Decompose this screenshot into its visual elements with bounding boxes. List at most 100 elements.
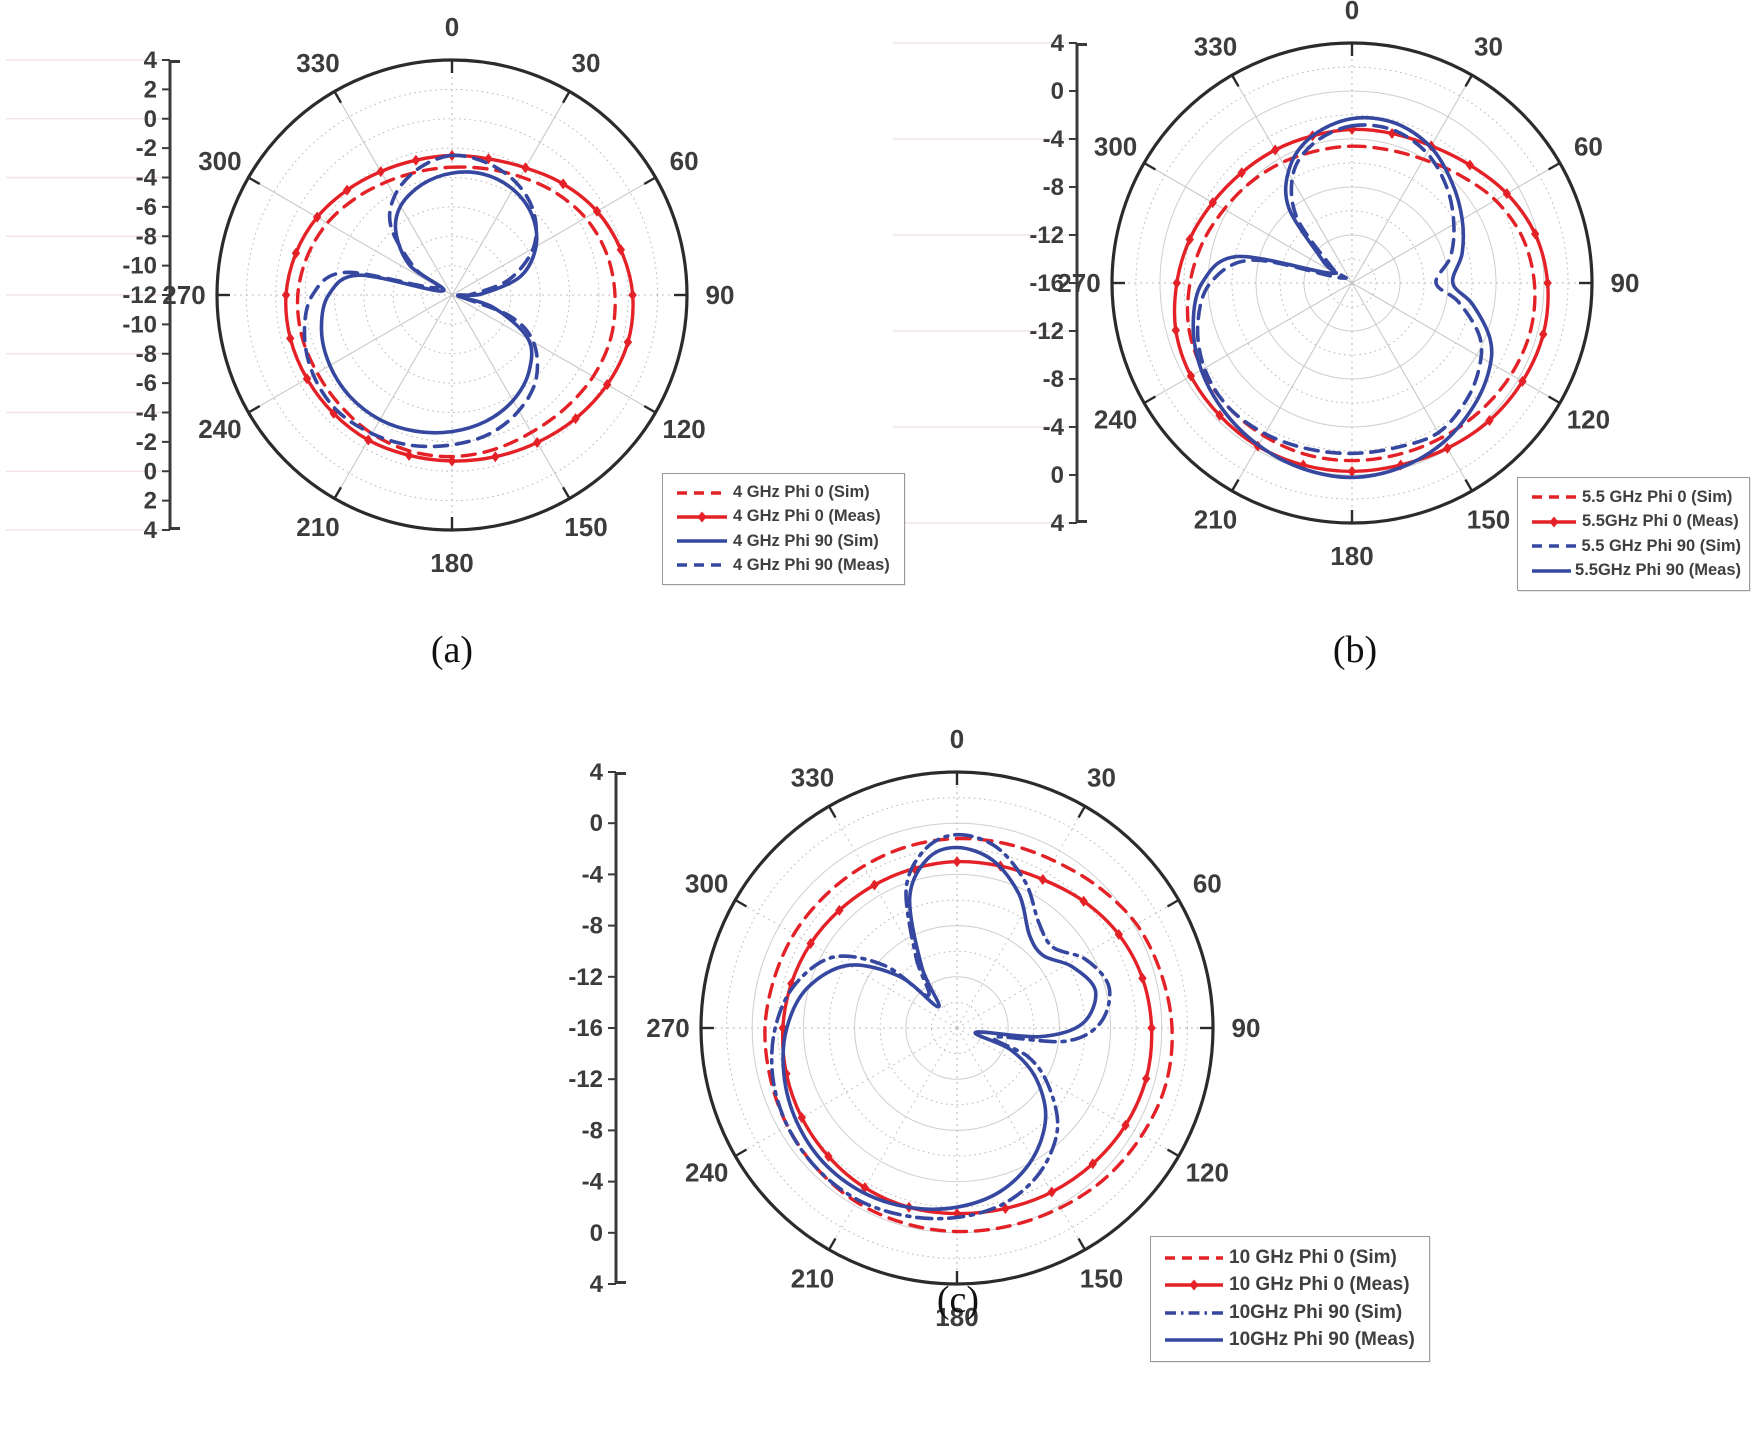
- diamond-marker: [1502, 188, 1512, 200]
- radial-axis-label: 0: [144, 106, 157, 133]
- angle-tick: [1143, 161, 1157, 171]
- angle-label: 240: [198, 414, 241, 444]
- legend-entry-label: 5.5GHz Phi 90 (Meas): [1575, 561, 1741, 580]
- radial-axis-label: -2: [136, 135, 157, 162]
- radial-axis-label: -12: [1029, 318, 1064, 345]
- radial-axis-label: 4: [144, 47, 158, 74]
- diamond-marker: [404, 449, 414, 461]
- grid-spoke: [1351, 74, 1473, 284]
- polar-plot-c: 0 30 60 90 120 150 180 210 240 270 300 330 4 0 -4 -8 -12…: [568, 724, 1260, 1332]
- diamond-marker: [302, 373, 312, 385]
- radial-axis-label: 0: [590, 1220, 603, 1247]
- angle-label: 300: [1094, 132, 1137, 162]
- angle-label: 90: [1232, 1013, 1261, 1043]
- diamond-marker: [1038, 873, 1047, 885]
- angle-tick: [247, 404, 261, 414]
- diamond-marker: [411, 154, 421, 166]
- legend-entry-label: 4 GHz Phi 0 (Meas): [733, 507, 881, 526]
- radial-axis-label: -8: [1043, 174, 1064, 201]
- angle-label: 270: [646, 1013, 689, 1043]
- legend-plot-c: 10 GHz Phi 0 (Sim) 10 GHz Phi 0 (Meas) 10G…: [1150, 1236, 1430, 1362]
- legend-sample-dashed-line: [677, 490, 727, 495]
- diamond-marker: [835, 904, 844, 916]
- radial-axis-label: -10: [122, 253, 157, 280]
- angle-label: 300: [685, 869, 728, 899]
- radial-axis-label: 4: [144, 517, 158, 544]
- angle-tick: [247, 176, 261, 186]
- diamond-marker: [376, 166, 385, 178]
- diamond-marker: [797, 1112, 807, 1124]
- angle-tick: [1230, 74, 1240, 88]
- diamond-marker: [623, 336, 633, 348]
- diamond-marker: [1171, 324, 1181, 336]
- legend-sample-solid-line: [1532, 516, 1576, 528]
- radial-axis-label: -4: [582, 1169, 604, 1196]
- angle-label: 0: [950, 724, 964, 754]
- radial-axis-label: -8: [582, 913, 603, 940]
- angle-label: 180: [430, 548, 473, 578]
- angle-tick: [1547, 395, 1561, 405]
- diamond-marker: [1172, 277, 1181, 289]
- legend-entry-label: 10 GHz Phi 0 (Meas): [1229, 1274, 1410, 1296]
- angle-label: 330: [296, 48, 339, 78]
- grid-spoke: [451, 294, 656, 413]
- legend-entry-label: 5.5 GHz Phi 0 (Sim): [1582, 487, 1733, 506]
- radial-axis-label: -4: [1043, 414, 1065, 441]
- diamond-marker: [592, 205, 602, 217]
- diamond-marker: [1047, 1186, 1056, 1198]
- radial-axis-label: -8: [1043, 366, 1064, 393]
- angle-label: 210: [1194, 504, 1237, 534]
- diamond-marker: [870, 879, 879, 891]
- angle-tick: [827, 1237, 837, 1251]
- angle-label: 0: [1345, 0, 1359, 25]
- series-4-ghz-phi-90-sim-: [319, 170, 539, 435]
- diamond-marker: [782, 1068, 791, 1080]
- legend-plot-b: 5.5 GHz Phi 0 (Sim) 5.5GHz Phi 0 (Meas) 5.…: [1517, 477, 1750, 591]
- radial-axis-label: -16: [1029, 270, 1064, 297]
- radial-axis-label: -16: [568, 1015, 603, 1042]
- angle-label: 180: [1330, 541, 1373, 571]
- angle-label: 240: [1094, 405, 1137, 435]
- legend-sample-dashed-line: [1165, 1255, 1223, 1260]
- angle-label: 30: [572, 48, 601, 78]
- radial-axis-label: -10: [122, 311, 157, 338]
- grid-spoke: [1231, 282, 1353, 492]
- legend-sample-dashed-line: [1532, 495, 1576, 499]
- radial-axis-label: -8: [582, 1117, 603, 1144]
- grid-spoke: [248, 294, 453, 413]
- radial-axis-label: -8: [136, 223, 157, 250]
- diamond-marker: [364, 434, 373, 446]
- angle-tick: [734, 898, 748, 908]
- diamond-marker: [1539, 328, 1548, 340]
- grid-spoke: [956, 1027, 1086, 1250]
- angle-label: 120: [1567, 405, 1610, 435]
- diamond-marker: [1485, 414, 1494, 426]
- legend-sample-dashdot-line: [1165, 1311, 1223, 1315]
- grid-ring: [879, 950, 1035, 1106]
- legend-entry-label: 5.5GHz Phi 0 (Meas): [1582, 512, 1739, 531]
- angle-label: 150: [1467, 504, 1510, 534]
- radial-axis-label: -4: [136, 165, 158, 192]
- angle-label: 60: [1574, 132, 1603, 162]
- series-10-ghz-phi-0-sim-: [763, 836, 1174, 1234]
- angle-tick: [333, 90, 343, 104]
- angle-label: 90: [706, 280, 735, 310]
- legend-entry: 4 GHz Phi 90 (Meas): [675, 556, 896, 575]
- diamond-marker: [787, 978, 796, 990]
- radial-axis-label: -4: [136, 400, 158, 427]
- grid-spoke: [451, 294, 570, 499]
- diamond-marker: [1189, 1279, 1199, 1291]
- angle-label: 30: [1087, 763, 1116, 793]
- diamond-marker: [1465, 159, 1475, 171]
- radial-axis-label: 4: [1051, 30, 1065, 57]
- legend-entry-label: 10GHz Phi 90 (Sim): [1229, 1301, 1403, 1323]
- diamond-marker: [1138, 972, 1147, 984]
- legend-entry: 10GHz Phi 90 (Meas): [1163, 1329, 1421, 1351]
- diamond-marker: [342, 184, 352, 196]
- angle-label: 180: [935, 1302, 978, 1332]
- legend-entry: 5.5 GHz Phi 0 (Sim): [1530, 488, 1741, 507]
- diamond-marker: [824, 1151, 833, 1163]
- grid-spoke: [1143, 162, 1353, 284]
- legend-sample-solid-line: [677, 539, 727, 543]
- legend-entry: 5.5GHz Phi 90 (Meas): [1530, 561, 1741, 580]
